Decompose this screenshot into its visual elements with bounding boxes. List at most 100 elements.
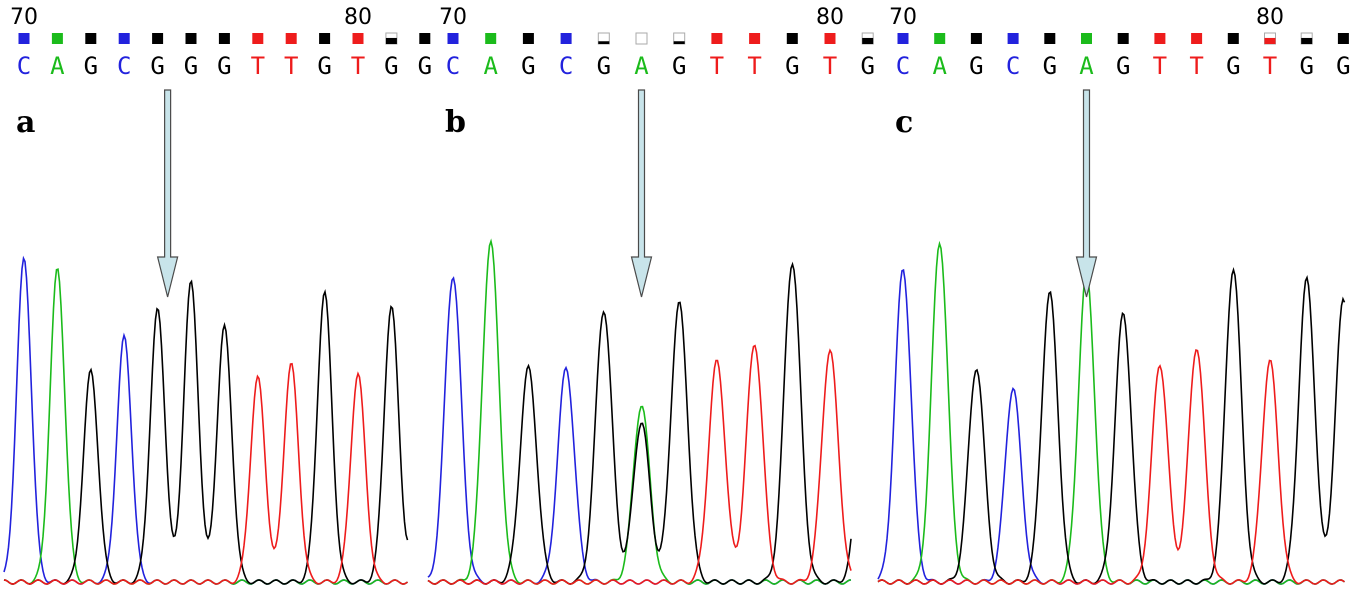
- trace-G: [427, 261, 852, 585]
- trace-C: [877, 268, 1345, 585]
- arrow-marker-icon: [630, 89, 653, 298]
- base-call-G: G: [860, 52, 874, 80]
- base-call-C: C: [117, 52, 131, 80]
- base-call-G: G: [1299, 52, 1313, 80]
- quality-square: [635, 32, 648, 45]
- quality-square-fill: [385, 37, 397, 44]
- chromatogram-panel-b: 70 80C A G C G A G T T G T Gb: [427, 5, 875, 585]
- base-call-T: T: [1263, 52, 1277, 80]
- base-call-A: A: [1079, 52, 1094, 80]
- trace-T: [427, 344, 852, 585]
- quality-square-fill: [862, 37, 874, 44]
- base-call-G: G: [418, 52, 432, 80]
- position-number: 80: [344, 5, 372, 30]
- quality-square: [152, 33, 164, 44]
- trace-G: [877, 267, 1346, 585]
- quality-square: [1007, 33, 1019, 44]
- chromatogram-panel-a: 70 80C A G C G G G T T G T G Ga: [3, 5, 432, 585]
- base-call-G: G: [1043, 52, 1057, 80]
- quality-square: [185, 33, 197, 44]
- quality-square: [1044, 33, 1056, 44]
- base-call-C: C: [446, 52, 460, 80]
- base-call-G: G: [969, 52, 983, 80]
- arrow-marker-icon: [156, 89, 179, 298]
- chromatogram-panel-c: 70 80C A G C G A G T T G T G Gc: [877, 5, 1350, 585]
- quality-square: [824, 33, 836, 44]
- quality-square: [85, 33, 97, 44]
- position-number: 70: [439, 5, 467, 30]
- base-call-C: C: [559, 52, 573, 80]
- quality-square: [1191, 33, 1203, 44]
- base-call-G: G: [217, 52, 231, 80]
- quality-square: [1117, 33, 1129, 44]
- quality-square: [118, 33, 130, 44]
- base-call-T: T: [251, 52, 265, 80]
- base-call-T: T: [351, 52, 365, 80]
- position-number: 80: [1256, 5, 1284, 30]
- trace-C: [3, 255, 408, 585]
- base-call-T: T: [747, 52, 761, 80]
- quality-square: [485, 33, 497, 44]
- trace-A: [427, 238, 852, 585]
- trace-A: [877, 240, 1345, 585]
- quality-square: [897, 33, 909, 44]
- base-call-G: G: [785, 52, 799, 80]
- quality-square-fill: [1301, 37, 1313, 44]
- base-call-A: A: [483, 52, 498, 80]
- quality-square: [252, 33, 264, 44]
- panel-label: b: [445, 105, 466, 140]
- base-call-T: T: [1189, 52, 1203, 80]
- base-call-G: G: [672, 52, 686, 80]
- panel-label: c: [895, 105, 913, 140]
- base-call-A: A: [634, 52, 649, 80]
- quality-square: [419, 33, 431, 44]
- base-call-T: T: [284, 52, 298, 80]
- quality-square-fill: [673, 41, 685, 44]
- trace-A: [3, 268, 408, 585]
- base-call-A: A: [932, 52, 947, 80]
- base-call-G: G: [84, 52, 98, 80]
- base-call-T: T: [823, 52, 837, 80]
- quality-square: [1154, 33, 1166, 44]
- quality-square: [447, 33, 459, 44]
- quality-square: [285, 33, 297, 44]
- quality-square: [786, 33, 798, 44]
- quality-square: [218, 33, 230, 44]
- quality-square: [522, 33, 534, 44]
- quality-square: [18, 33, 30, 44]
- quality-square: [749, 33, 761, 44]
- quality-square-fill: [1264, 37, 1276, 44]
- base-call-C: C: [1006, 52, 1020, 80]
- quality-square: [319, 33, 331, 44]
- base-call-G: G: [597, 52, 611, 80]
- arrow-marker-icon: [1075, 89, 1098, 298]
- base-call-G: G: [150, 52, 164, 80]
- panel-label: a: [16, 105, 35, 140]
- base-call-G: G: [1116, 52, 1130, 80]
- quality-square: [970, 33, 982, 44]
- base-call-T: T: [1153, 52, 1167, 80]
- quality-square: [1227, 33, 1239, 44]
- base-call-G: G: [184, 52, 198, 80]
- position-number: 80: [816, 5, 844, 30]
- position-number: 70: [10, 5, 38, 30]
- base-call-G: G: [1336, 52, 1350, 80]
- quality-square: [51, 33, 63, 44]
- base-call-C: C: [896, 52, 910, 80]
- trace-T: [3, 362, 408, 585]
- quality-square: [1337, 33, 1349, 44]
- base-call-C: C: [17, 52, 31, 80]
- quality-square: [711, 33, 723, 44]
- base-call-G: G: [317, 52, 331, 80]
- base-call-T: T: [710, 52, 724, 80]
- quality-square: [934, 33, 946, 44]
- quality-square: [352, 33, 364, 44]
- quality-square: [1081, 33, 1092, 44]
- base-call-G: G: [384, 52, 398, 80]
- trace-T: [877, 349, 1345, 585]
- trace-G: [3, 279, 409, 585]
- base-call-A: A: [50, 52, 65, 80]
- base-call-G: G: [521, 52, 535, 80]
- position-number: 70: [889, 5, 917, 30]
